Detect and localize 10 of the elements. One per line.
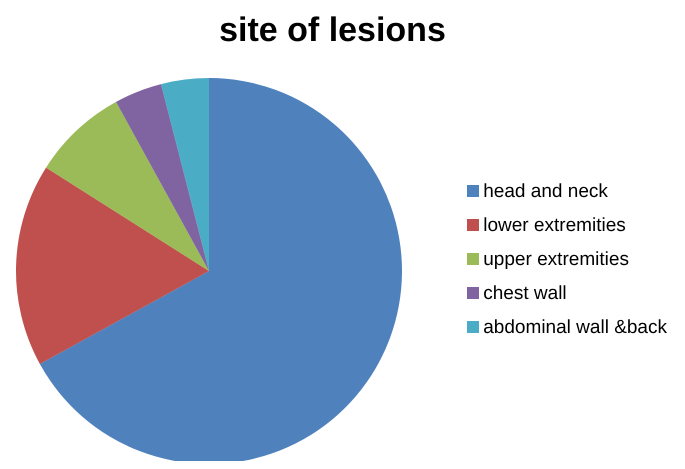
legend-label: lower extremities (483, 214, 626, 236)
legend-label: chest wall (483, 282, 567, 304)
chart-title: site of lesions (218, 10, 447, 51)
legend-label: upper extremities (483, 248, 629, 270)
legend-label: head and neck (483, 180, 608, 202)
pie-slice (46, 102, 209, 271)
legend-label: abdominal wall &back (483, 316, 667, 338)
pie-slice (116, 84, 209, 271)
pie-slice (161, 78, 209, 271)
pie-slice (16, 168, 209, 364)
